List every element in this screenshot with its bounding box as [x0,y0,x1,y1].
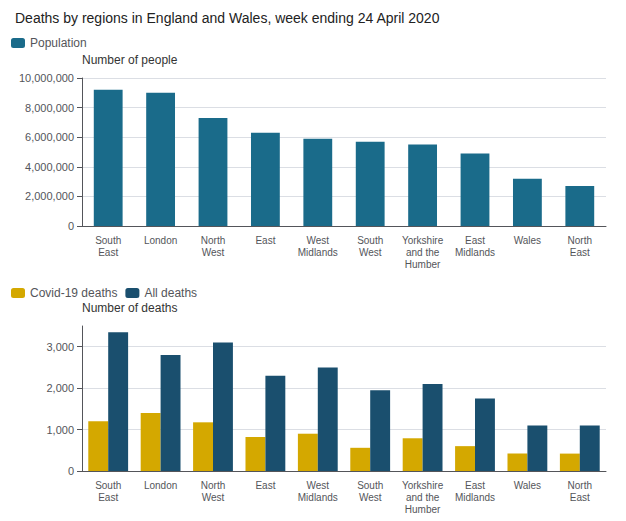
svg-text:North: North [568,480,592,491]
svg-text:Number of people: Number of people [82,53,178,67]
svg-text:West: West [306,235,329,246]
svg-text:East: East [98,492,118,503]
svg-text:6,000,000: 6,000,000 [25,131,74,143]
svg-text:0: 0 [68,465,74,477]
svg-text:Population: Population [30,36,87,50]
svg-text:Number of deaths: Number of deaths [82,301,177,315]
svg-text:Midlands: Midlands [455,492,495,503]
svg-text:Midlands: Midlands [298,247,338,258]
svg-text:East: East [570,247,590,258]
svg-text:2,000,000: 2,000,000 [25,190,74,202]
svg-text:East: East [255,235,275,246]
svg-text:Humber: Humber [405,259,441,270]
svg-text:and the: and the [406,492,440,503]
svg-text:South: South [357,235,383,246]
svg-text:Humber: Humber [405,504,441,515]
svg-text:Covid-19 deaths: Covid-19 deaths [30,286,117,300]
svg-text:Midlands: Midlands [298,492,338,503]
svg-text:West: West [359,492,382,503]
svg-text:West: West [202,247,225,258]
svg-text:North: North [201,235,225,246]
svg-text:Midlands: Midlands [455,247,495,258]
svg-text:and the: and the [406,247,440,258]
svg-text:East: East [570,492,590,503]
svg-text:West: West [306,480,329,491]
svg-text:South: South [357,480,383,491]
svg-text:West: West [359,247,382,258]
svg-text:1,000: 1,000 [46,424,74,436]
svg-text:North: North [201,480,225,491]
svg-text:Yorkshire: Yorkshire [402,480,444,491]
svg-text:East: East [98,247,118,258]
svg-text:South: South [95,235,121,246]
svg-text:London: London [144,480,177,491]
svg-text:Wales: Wales [514,480,541,491]
svg-text:8,000,000: 8,000,000 [25,102,74,114]
svg-text:All deaths: All deaths [144,286,197,300]
svg-text:0: 0 [68,220,74,232]
svg-text:East: East [465,480,485,491]
svg-text:East: East [465,235,485,246]
svg-text:10,000,000: 10,000,000 [19,72,74,84]
svg-text:London: London [144,235,177,246]
svg-text:2,000: 2,000 [46,382,74,394]
svg-text:Wales: Wales [514,235,541,246]
svg-text:Yorkshire: Yorkshire [402,235,444,246]
svg-text:West: West [202,492,225,503]
svg-text:East: East [255,480,275,491]
svg-text:Deaths by regions in England a: Deaths by regions in England and Wales, … [15,10,440,26]
svg-text:South: South [95,480,121,491]
svg-text:4,000,000: 4,000,000 [25,161,74,173]
svg-text:3,000: 3,000 [46,341,74,353]
svg-text:North: North [568,235,592,246]
